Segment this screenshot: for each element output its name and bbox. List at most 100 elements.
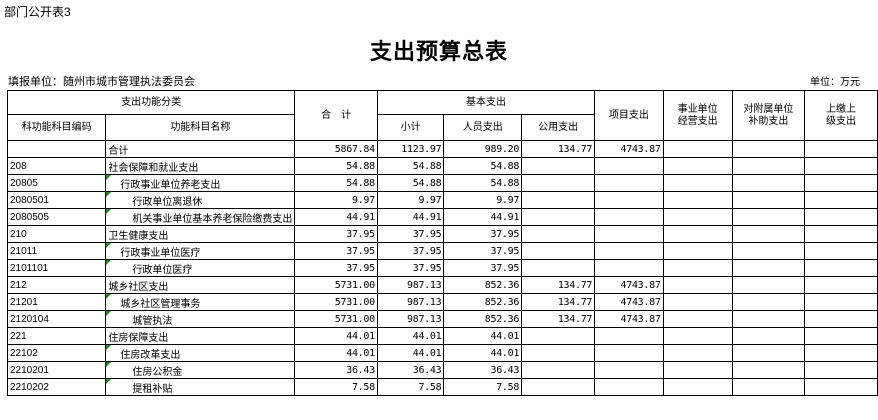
cell-subtotal: 54.88 xyxy=(376,174,445,192)
cell-code: 2120104 xyxy=(6,310,107,328)
cell-name: 行政单位医疗 xyxy=(105,259,296,277)
cell-personnel: 36.43 xyxy=(443,361,523,379)
cell-business xyxy=(662,361,733,379)
header-name: 功能科目名称 xyxy=(105,114,296,141)
header-basic-group: 基本支出 xyxy=(376,90,596,115)
cell-code: 20805 xyxy=(6,174,107,192)
cell-name: 机关事业单位基本养老保险缴费支出 xyxy=(105,208,296,226)
cell-subtotal: 44.01 xyxy=(376,344,445,362)
cell-business xyxy=(662,157,733,175)
cell-project xyxy=(594,242,664,260)
cell-code xyxy=(6,140,107,158)
cell-subtotal: 987.13 xyxy=(376,293,445,311)
cell-personnel: 852.36 xyxy=(443,310,523,328)
cell-total: 54.88 xyxy=(294,174,378,192)
cell-subsidy xyxy=(731,361,805,379)
table-row: 合计 5867.84 1123.97 989.20 134.77 4743.87 xyxy=(6,140,878,158)
name-text: 城乡社区管理事务 xyxy=(120,298,201,310)
table-row: 208 社会保障和就业支出 54.88 54.88 54.88 xyxy=(6,157,878,175)
cell-comment-flag-icon xyxy=(106,379,112,384)
cell-personnel: 37.95 xyxy=(443,242,523,260)
cell-business xyxy=(662,344,733,362)
cell-business xyxy=(662,327,733,345)
name-text: 城管执法 xyxy=(132,315,173,327)
cell-comment-flag-icon xyxy=(106,175,112,180)
cell-public xyxy=(521,327,596,345)
cell-remit xyxy=(803,242,878,260)
cell-public xyxy=(521,157,596,175)
cell-total: 5867.84 xyxy=(294,140,378,158)
cell-remit xyxy=(803,310,878,328)
cell-remit xyxy=(803,191,878,209)
cell-name: 卫生健康支出 xyxy=(105,225,296,243)
cell-business xyxy=(662,378,733,396)
cell-total: 9.97 xyxy=(294,191,378,209)
cell-total: 5731.00 xyxy=(294,310,378,328)
cell-subtotal: 44.91 xyxy=(376,208,445,226)
cell-public xyxy=(521,225,596,243)
cell-subsidy xyxy=(731,157,805,175)
table-row: 21201 城乡社区管理事务 5731.00 987.13 852.36 134.77 47… xyxy=(6,293,878,311)
cell-subtotal: 37.95 xyxy=(376,242,445,260)
cell-personnel: 54.88 xyxy=(443,157,523,175)
cell-total: 37.95 xyxy=(294,259,378,277)
cell-business xyxy=(662,259,733,277)
cell-code: 21011 xyxy=(6,242,107,260)
header-subtotal: 小计 xyxy=(376,114,445,141)
cell-project xyxy=(594,344,664,362)
cell-public xyxy=(521,378,596,396)
cell-remit xyxy=(803,225,878,243)
cell-subtotal: 37.95 xyxy=(376,225,445,243)
cell-name: 行政事业单位医疗 xyxy=(105,242,296,260)
cell-subsidy xyxy=(731,225,805,243)
cell-subtotal: 1123.97 xyxy=(376,140,445,158)
cell-subsidy xyxy=(731,174,805,192)
cell-name: 住房改革支出 xyxy=(105,344,296,362)
cell-public xyxy=(521,344,596,362)
cell-name: 合计 xyxy=(105,140,296,158)
cell-subtotal: 9.97 xyxy=(376,191,445,209)
cell-subtotal: 987.13 xyxy=(376,276,445,294)
cell-public: 134.77 xyxy=(521,293,596,311)
table-row: 221 住房保障支出 44.01 44.01 44.01 xyxy=(6,327,878,345)
cell-code: 212 xyxy=(6,276,107,294)
cell-project xyxy=(594,259,664,277)
cell-subsidy xyxy=(731,191,805,209)
cell-project xyxy=(594,208,664,226)
cell-code: 221 xyxy=(6,327,107,345)
cell-total: 5731.00 xyxy=(294,276,378,294)
currency-unit: 单位：万元 xyxy=(810,77,860,88)
table-row: 2120104 城管执法 5731.00 987.13 852.36 134.77 4743… xyxy=(6,310,878,328)
cell-subsidy xyxy=(731,310,805,328)
cell-business xyxy=(662,140,733,158)
table-row: 210 卫生健康支出 37.95 37.95 37.95 xyxy=(6,225,878,243)
cell-project xyxy=(594,174,664,192)
name-text: 社会保障和就业支出 xyxy=(108,162,199,174)
cell-total: 44.01 xyxy=(294,327,378,345)
name-text: 城乡社区支出 xyxy=(108,281,169,293)
cell-name: 社会保障和就业支出 xyxy=(105,157,296,175)
cell-public xyxy=(521,242,596,260)
cell-subsidy xyxy=(731,242,805,260)
cell-public xyxy=(521,259,596,277)
cell-subtotal: 987.13 xyxy=(376,310,445,328)
name-text: 卫生健康支出 xyxy=(108,230,169,242)
cell-business xyxy=(662,310,733,328)
form-number: 部门公开表3 xyxy=(4,5,71,19)
cell-personnel: 7.58 xyxy=(443,378,523,396)
cell-comment-flag-icon xyxy=(106,345,112,350)
cell-remit xyxy=(803,327,878,345)
cell-remit xyxy=(803,140,878,158)
cell-project xyxy=(594,327,664,345)
name-text: 行政单位医疗 xyxy=(132,264,193,276)
cell-name: 住房公积金 xyxy=(105,361,296,379)
name-text: 提租补贴 xyxy=(132,383,173,395)
cell-remit xyxy=(803,157,878,175)
cell-personnel: 852.36 xyxy=(443,276,523,294)
cell-subtotal: 54.88 xyxy=(376,157,445,175)
cell-business xyxy=(662,174,733,192)
cell-project xyxy=(594,191,664,209)
cell-code: 208 xyxy=(6,157,107,175)
cell-business xyxy=(662,208,733,226)
cell-total: 36.43 xyxy=(294,361,378,379)
